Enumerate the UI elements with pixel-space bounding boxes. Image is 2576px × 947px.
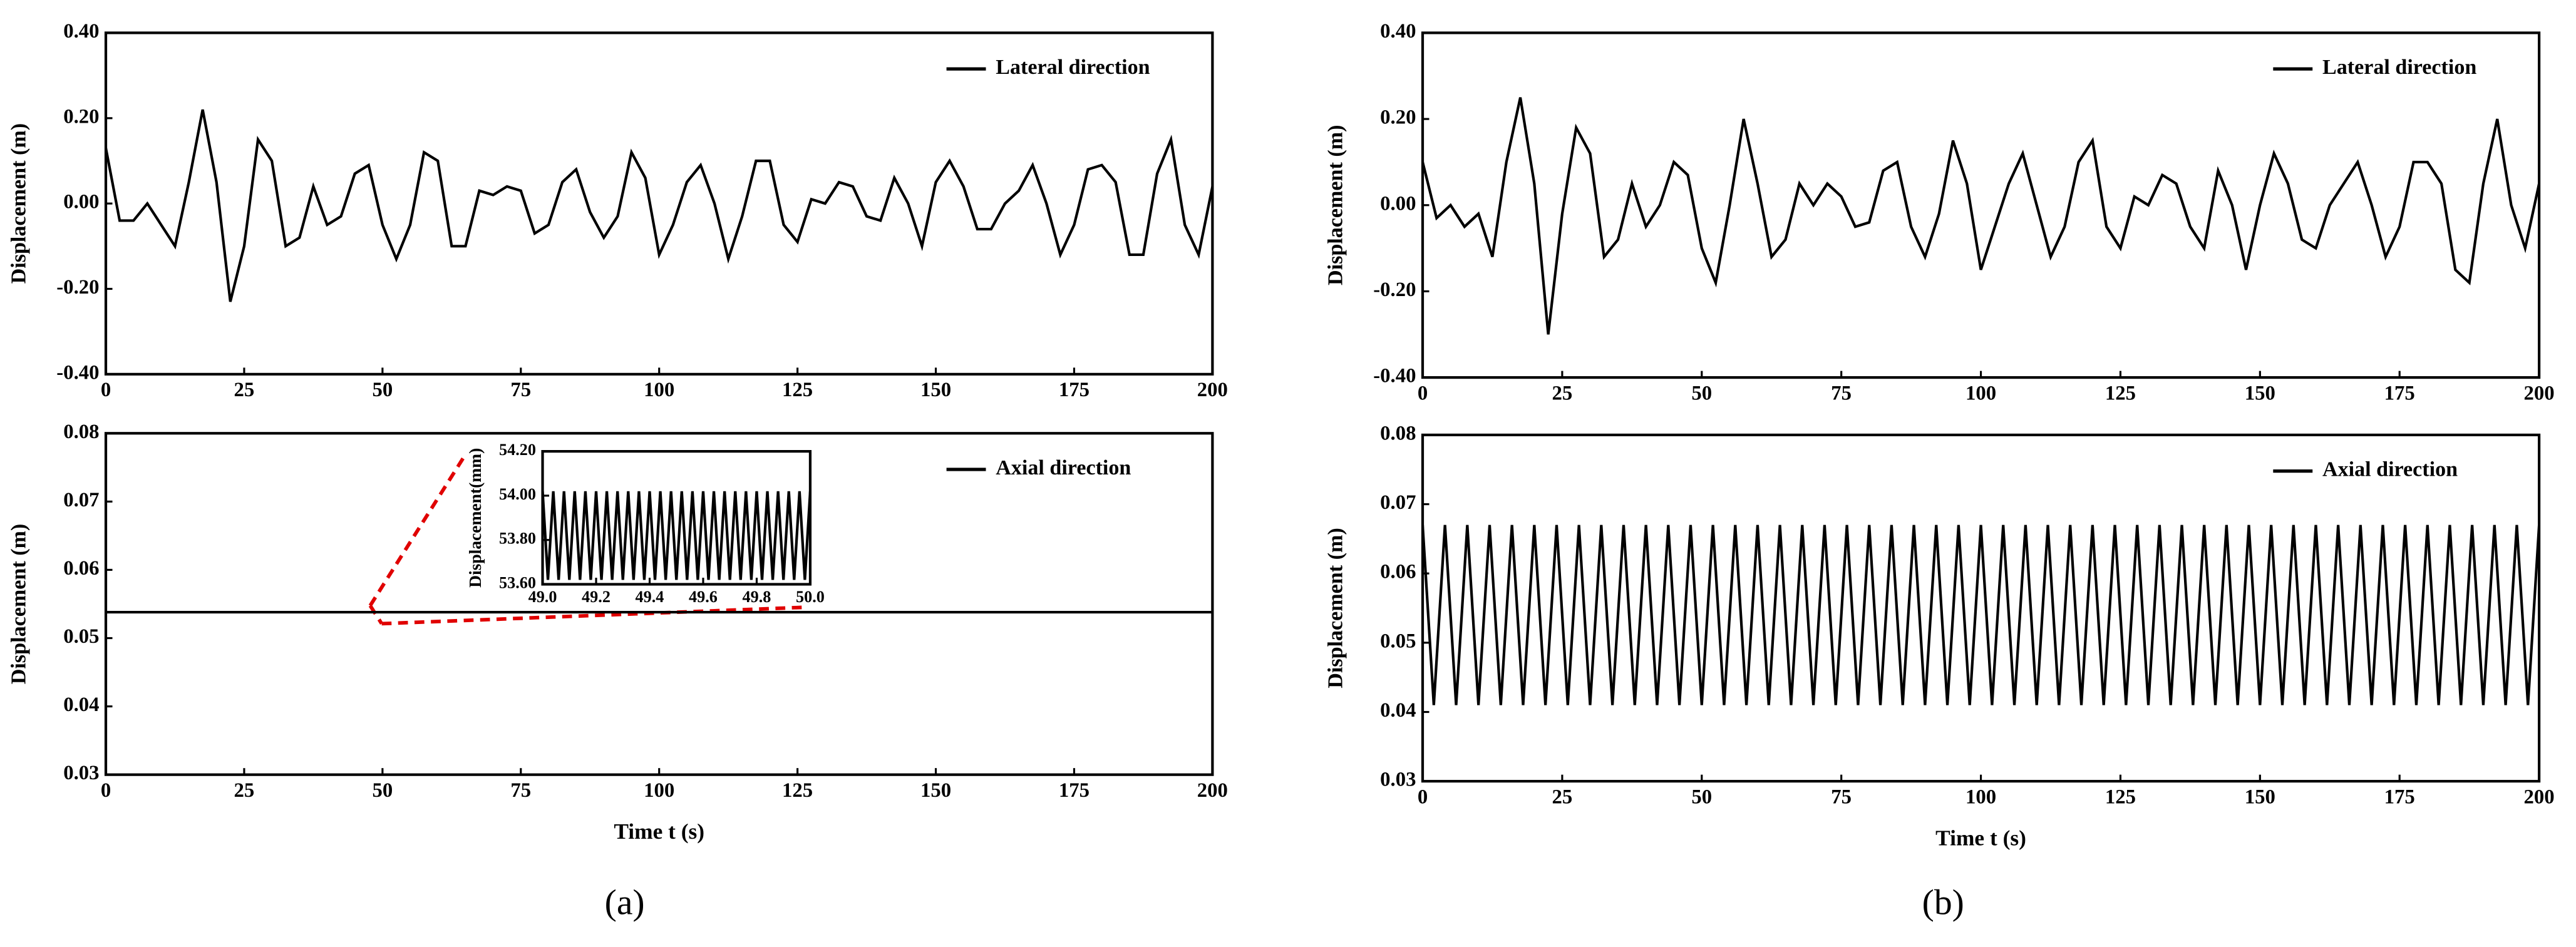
- x-tick-label: 150: [2245, 786, 2275, 809]
- x-tick-label: 50: [372, 379, 393, 401]
- x-tick-label: 75: [510, 379, 531, 401]
- x-tick-label: 200: [1197, 379, 1228, 401]
- data-line: [542, 491, 810, 580]
- y-tick-label: -0.40: [1373, 365, 1416, 387]
- y-tick-label: 54.00: [499, 485, 536, 503]
- x-tick-label: 100: [1965, 786, 1996, 809]
- x-tick-label: 125: [782, 779, 813, 802]
- x-tick-label: 100: [1965, 382, 1996, 404]
- x-tick-label: 150: [920, 779, 951, 802]
- y-tick-label: 0.03: [63, 762, 99, 784]
- x-tick-label: 100: [644, 379, 674, 401]
- y-axis-label: Displacement (m): [1324, 528, 1347, 688]
- panel-label: (a): [605, 883, 645, 923]
- y-axis-label: Displacement (m): [1324, 125, 1347, 285]
- y-tick-label: -0.20: [1373, 279, 1416, 301]
- y-tick-label: 0.07: [1380, 491, 1416, 514]
- y-tick-label: -0.20: [56, 276, 99, 299]
- y-axis-label: Displacement (m): [8, 524, 31, 684]
- x-tick-label: 25: [1552, 382, 1573, 404]
- x-tick-label: 200: [1197, 779, 1228, 802]
- y-tick-label: 0.04: [63, 694, 99, 716]
- x-tick-label: 49.2: [582, 588, 611, 606]
- x-tick-label: 175: [1059, 779, 1090, 802]
- y-tick-label: 54.20: [499, 441, 536, 459]
- y-axis-label: Displacement (m): [8, 123, 31, 284]
- y-tick-label: 0.08: [1380, 422, 1416, 444]
- x-tick-label: 125: [782, 379, 813, 401]
- legend-label: Lateral direction: [2322, 56, 2476, 79]
- y-tick-label: 0.04: [1380, 699, 1416, 722]
- x-tick-label: 175: [1059, 379, 1090, 401]
- zoom-line: [368, 605, 383, 625]
- x-tick-label: 175: [2384, 786, 2415, 809]
- legend-label: Lateral direction: [996, 56, 1150, 79]
- x-tick-label: 0: [101, 379, 111, 401]
- x-tick-label: 200: [2524, 382, 2555, 404]
- y-tick-label: 0.06: [1380, 561, 1416, 583]
- x-tick-label: 50.0: [796, 588, 825, 606]
- x-tick-label: 75: [1831, 382, 1852, 404]
- data-line: [1423, 97, 2540, 335]
- y-tick-label: 0.20: [1380, 106, 1416, 129]
- x-tick-label: 75: [1831, 786, 1852, 809]
- panel-label: (b): [1922, 883, 1964, 923]
- x-tick-label: 49.4: [636, 588, 664, 606]
- x-tick-label: 200: [2524, 786, 2555, 809]
- y-tick-label: 0.05: [1380, 630, 1416, 652]
- y-tick-label: 0.40: [1380, 20, 1416, 43]
- x-tick-label: 100: [644, 779, 674, 802]
- x-tick-label: 175: [2384, 382, 2415, 404]
- legend-label: Axial direction: [2322, 458, 2458, 481]
- legend-label: Axial direction: [996, 456, 1131, 479]
- y-tick-label: 0.00: [1380, 192, 1416, 215]
- y-tick-label: 0.07: [63, 489, 99, 511]
- x-tick-label: 125: [2105, 786, 2136, 809]
- x-tick-label: 50: [1691, 786, 1712, 809]
- x-tick-label: 49.6: [689, 588, 718, 606]
- y-tick-label: 0.03: [1380, 769, 1416, 791]
- zoom-line: [381, 605, 806, 626]
- x-tick-label: 49.0: [528, 588, 557, 606]
- y-tick-label: 53.60: [499, 574, 536, 592]
- plot-frame: [1421, 433, 2541, 783]
- data-line: [106, 109, 1213, 302]
- x-tick-label: 0: [101, 779, 111, 802]
- y-tick-label: 0.05: [63, 625, 99, 648]
- x-tick-label: 75: [510, 779, 531, 802]
- x-tick-label: 49.8: [743, 588, 771, 606]
- data-line: [1423, 525, 2540, 705]
- x-tick-label: 125: [2105, 382, 2136, 404]
- x-tick-label: 25: [234, 379, 255, 401]
- y-tick-label: 0.20: [63, 105, 99, 128]
- zoom-indicator: [368, 453, 806, 626]
- zoom-line: [368, 453, 467, 607]
- y-axis-label: Displacement(mm): [465, 448, 485, 588]
- plot-frame: [541, 450, 812, 586]
- x-axis-label: Time t (s): [1935, 826, 2026, 851]
- x-tick-label: 25: [234, 779, 255, 802]
- y-tick-label: 0.06: [63, 557, 99, 580]
- y-tick-label: -0.40: [56, 361, 99, 384]
- x-tick-label: 50: [1691, 382, 1712, 404]
- y-tick-label: 53.80: [499, 530, 536, 548]
- x-tick-label: 150: [920, 379, 951, 401]
- x-axis-label: Time t (s): [614, 819, 704, 844]
- x-tick-label: 25: [1552, 786, 1573, 809]
- y-tick-label: 0.40: [63, 20, 99, 43]
- x-tick-label: 150: [2245, 382, 2275, 404]
- x-tick-label: 0: [1418, 382, 1428, 404]
- x-tick-label: 50: [372, 779, 393, 802]
- x-tick-label: 0: [1418, 786, 1428, 809]
- y-tick-label: 0.00: [63, 191, 99, 213]
- y-tick-label: 0.08: [63, 421, 99, 443]
